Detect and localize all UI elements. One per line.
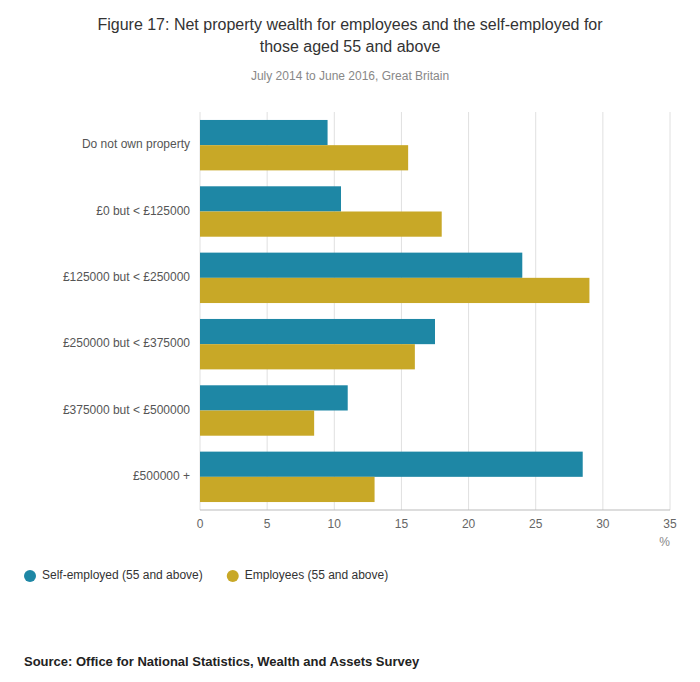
bar: [200, 212, 442, 237]
category-label: £375000 but < £500000: [63, 403, 190, 417]
bar: [200, 477, 375, 502]
title-line: those aged 55 and above: [260, 38, 441, 55]
bar: [200, 411, 314, 436]
bar: [200, 145, 408, 170]
legend-entry: Self-employed (55 and above): [42, 568, 203, 582]
legend: Self-employed (55 and above) Employees (5…: [24, 568, 388, 582]
bar: [200, 452, 583, 477]
grid-line: [267, 112, 268, 510]
bars: [200, 120, 589, 502]
title: Figure 17: Net property wealth for emplo…: [97, 16, 603, 55]
bar: [200, 253, 522, 278]
tick-label: 35: [663, 517, 677, 531]
tick-label: 15: [395, 517, 409, 531]
grid-line: [670, 112, 671, 510]
category-label: £250000 but < £375000: [63, 336, 190, 350]
grid-line: [401, 112, 402, 510]
bar: [200, 385, 348, 410]
tick-label: 0: [197, 517, 204, 531]
category-label: £0 but < £125000: [96, 204, 190, 218]
legend-marker: [24, 570, 36, 582]
bar: [200, 319, 435, 344]
grid-line: [200, 112, 201, 510]
axis-line: [200, 510, 670, 511]
bar: [200, 344, 415, 369]
x-axis-label: %: [659, 535, 670, 549]
source: Source: Office for National Statistics, …: [24, 654, 420, 669]
bar: [200, 186, 341, 211]
grid-line: [334, 112, 335, 510]
category-label: Do not own property: [82, 137, 190, 151]
grid-line: [535, 112, 536, 510]
tick-label: 10: [328, 517, 342, 531]
bar: [200, 278, 589, 303]
tick-label: 5: [264, 517, 271, 531]
tick-label: 25: [529, 517, 543, 531]
category-label: £125000 but < £250000: [63, 270, 190, 284]
legend-marker: [227, 570, 239, 582]
grid-line: [602, 112, 603, 510]
grid: [200, 112, 670, 510]
chart: Figure 17: Net property wealth for emplo…: [0, 0, 700, 682]
title-line: Figure 17: Net property wealth for emplo…: [97, 16, 603, 33]
subtitle: July 2014 to June 2016, Great Britain: [251, 69, 449, 83]
tick-label: 20: [462, 517, 476, 531]
bar: [200, 120, 328, 145]
tick-label: 30: [596, 517, 610, 531]
category-label: £500000 +: [133, 469, 190, 483]
grid-line: [468, 112, 469, 510]
legend-entry: Employees (55 and above): [245, 568, 388, 582]
